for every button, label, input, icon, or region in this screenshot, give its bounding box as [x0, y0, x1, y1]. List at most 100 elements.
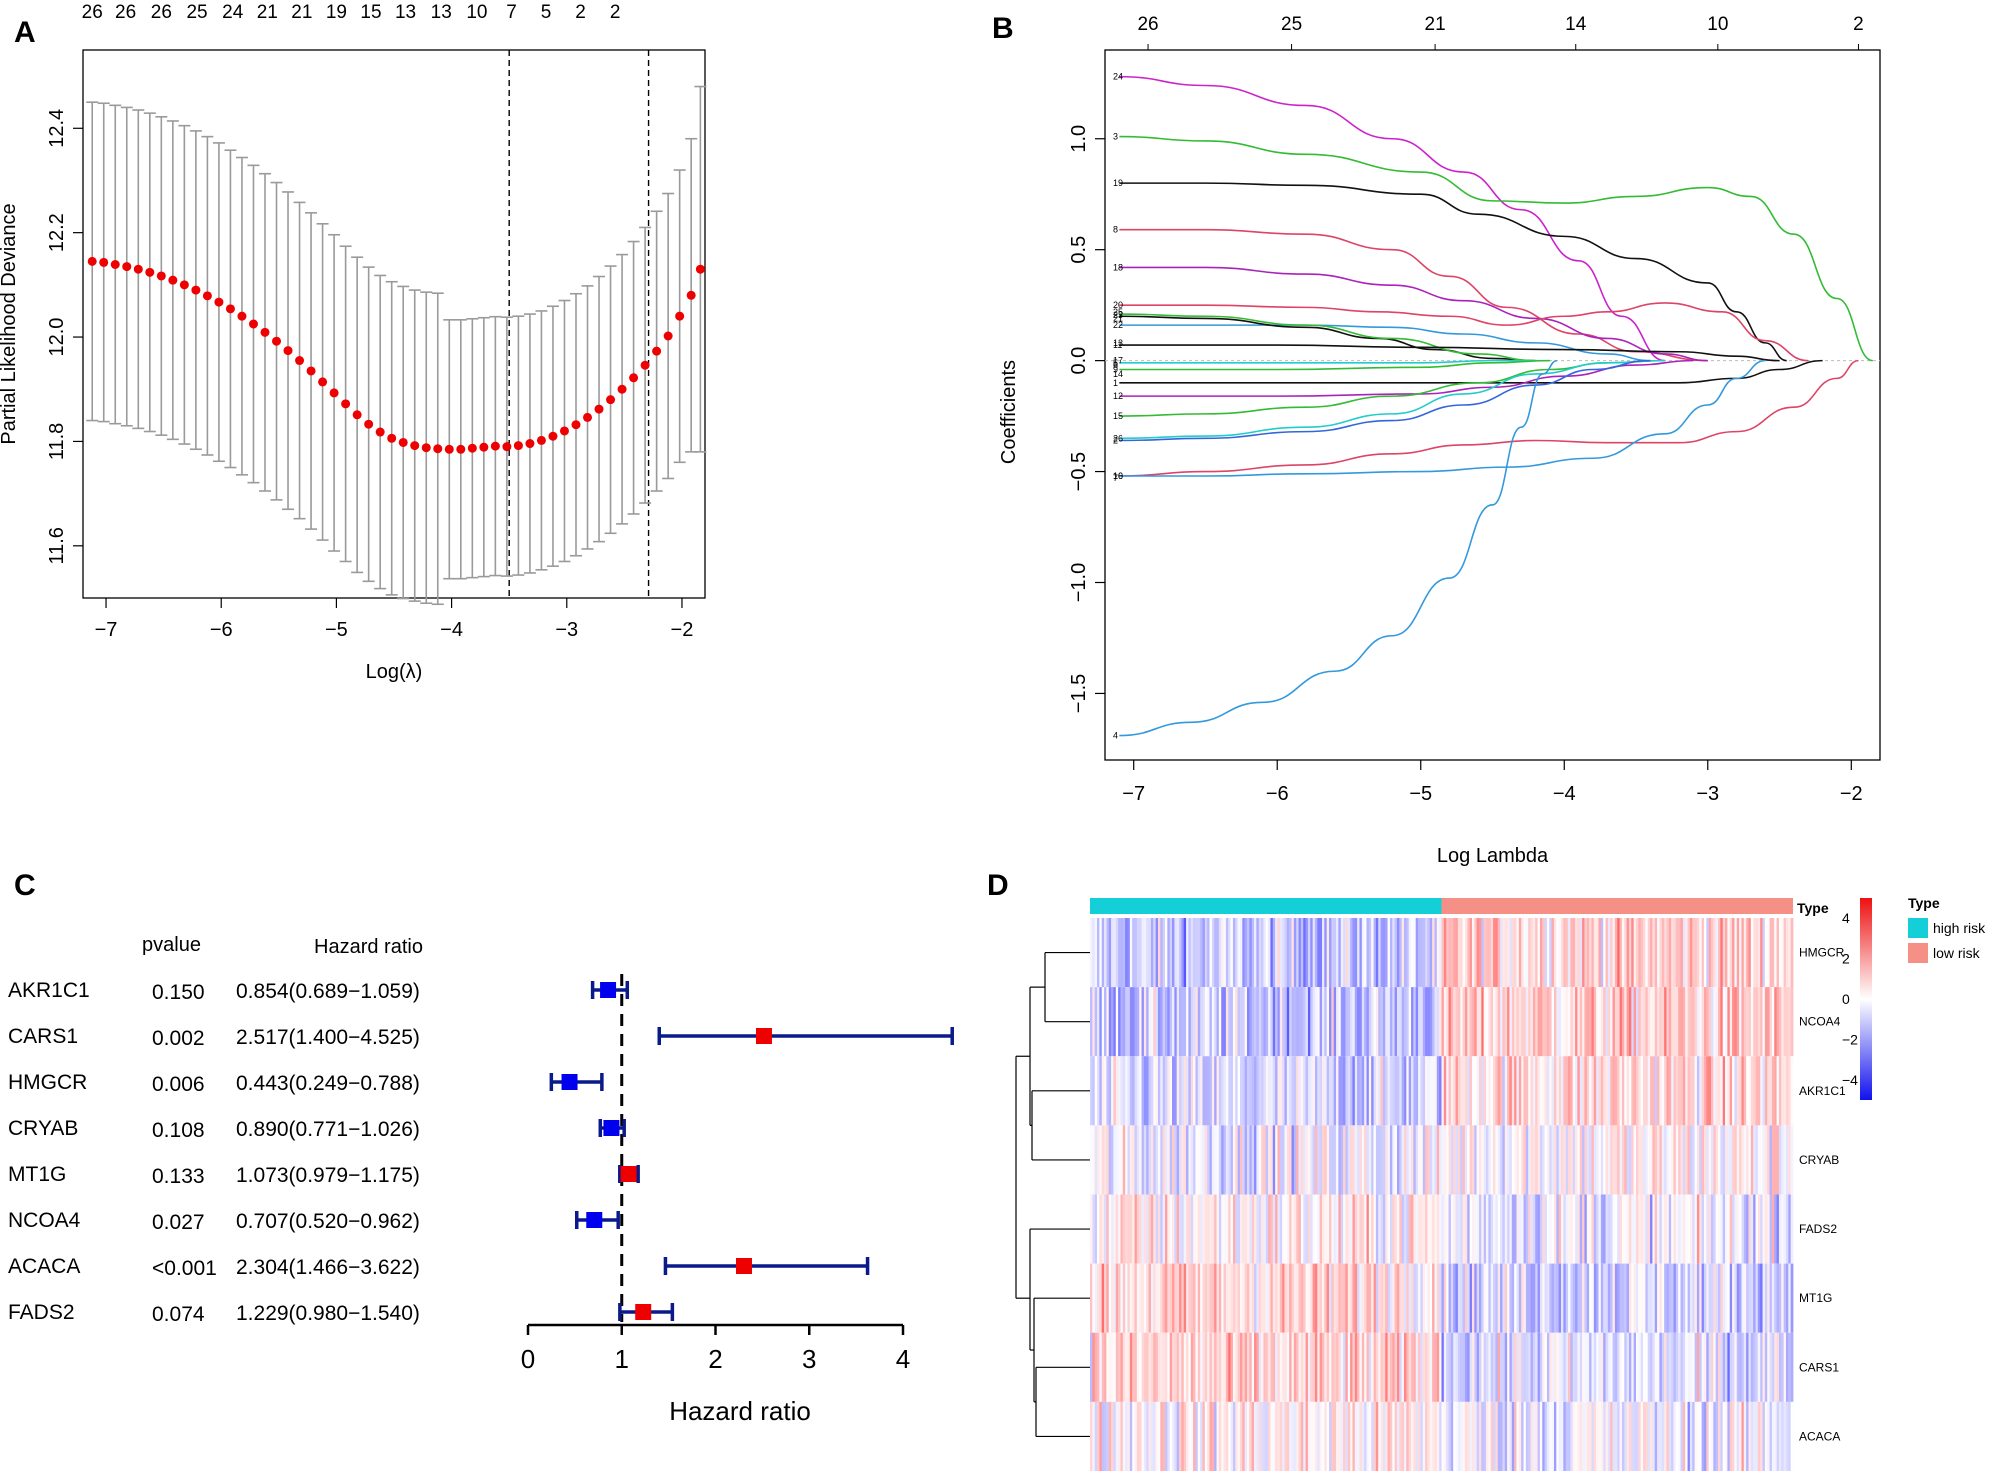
heatmap-cell	[1729, 1056, 1733, 1126]
heatmap-cell	[1462, 987, 1466, 1057]
heatmap-cell	[1432, 1056, 1435, 1126]
heatmap-cell	[1183, 1194, 1187, 1264]
heatmap-cell	[1368, 1332, 1372, 1402]
heatmap-cell	[1291, 1194, 1295, 1264]
heatmap-cell	[1375, 1125, 1379, 1195]
heatmap-cell	[1425, 1194, 1428, 1264]
heatmap-cell	[1739, 1056, 1742, 1126]
heatmap-cell	[1249, 1125, 1253, 1195]
heatmap-cell	[1539, 1263, 1543, 1333]
heatmap-cell	[1207, 1401, 1210, 1471]
heatmap-cell	[1443, 1263, 1447, 1333]
heatmap-cell	[1249, 1194, 1253, 1264]
heatmap-cell	[1399, 1401, 1403, 1471]
heatmap-cell	[1762, 1056, 1766, 1126]
deviance-point	[606, 395, 616, 405]
heatmap-cell	[1293, 1194, 1297, 1264]
heatmap-cell	[1413, 1263, 1417, 1333]
heatmap-cell	[1394, 1194, 1398, 1264]
heatmap-cell	[1631, 1332, 1635, 1402]
heatmap-cell	[1261, 1263, 1264, 1333]
heatmap-cell	[1202, 987, 1206, 1057]
heatmap-cell	[1300, 1401, 1304, 1471]
heatmap-cell	[1542, 987, 1546, 1057]
heatmap-cell	[1446, 1332, 1449, 1402]
heatmap-cell	[1750, 1194, 1754, 1264]
heatmap-cell	[1565, 1263, 1569, 1333]
heatmap-cell	[1368, 987, 1372, 1057]
heatmap-cell	[1694, 1401, 1698, 1471]
heatmap-cell	[1389, 918, 1393, 988]
heatmap-cell	[1502, 1125, 1506, 1195]
hazard-ratio-value: 0.854(0.689−1.059)	[236, 980, 420, 1003]
heatmap-cell	[1162, 987, 1166, 1057]
heatmap-cell	[1389, 1125, 1393, 1195]
heatmap-cell	[1739, 1194, 1742, 1264]
heatmap-cell	[1551, 1401, 1555, 1471]
heatmap-cell	[1551, 1056, 1555, 1126]
heatmap-cell	[1303, 918, 1306, 988]
heatmap-cell	[1612, 1263, 1616, 1333]
heatmap-cell	[1511, 1056, 1515, 1126]
heatmap-cell	[1122, 1332, 1126, 1402]
heatmap-cell	[1321, 1056, 1325, 1126]
heatmap-cell	[1261, 918, 1264, 988]
heatmap-cell	[1464, 1263, 1468, 1333]
heatmap-cell	[1326, 987, 1330, 1057]
heatmap-cell	[1413, 1401, 1417, 1471]
path-index-label: 11	[1113, 340, 1122, 350]
heatmap-cell	[1736, 1401, 1740, 1471]
heatmap-cell	[1471, 1194, 1475, 1264]
heatmap-cell	[1418, 1263, 1421, 1333]
heatmap-cell	[1368, 1056, 1372, 1126]
heatmap-cell	[1298, 1263, 1302, 1333]
heatmap-cell	[1762, 1401, 1766, 1471]
heatmap-cell	[1218, 1332, 1222, 1402]
heatmap-cell	[1495, 1401, 1499, 1471]
heatmap-cell	[1136, 1194, 1140, 1264]
heatmap-cell	[1186, 987, 1189, 1057]
heatmap-cell	[1427, 1194, 1431, 1264]
heatmap-cell	[1474, 1401, 1478, 1471]
coef-path-13	[1119, 313, 1536, 362]
heatmap-cell	[1392, 1401, 1396, 1471]
hr-marker	[561, 1074, 578, 1090]
heatmap-cell	[1408, 1401, 1412, 1471]
heatmap-cell	[1493, 1056, 1496, 1126]
heatmap-cell	[1591, 987, 1595, 1057]
heatmap-cell	[1502, 1056, 1506, 1126]
heatmap-cell	[1718, 1332, 1721, 1402]
heatmap-cell	[1207, 1263, 1210, 1333]
heatmap-cell	[1120, 1056, 1124, 1126]
heatmap-cell	[1122, 918, 1126, 988]
heatmap-cell	[1296, 1056, 1299, 1126]
heatmap-cell	[1293, 1263, 1297, 1333]
heatmap-cell	[1696, 987, 1700, 1057]
heatmap-cell	[1115, 1056, 1119, 1126]
heatmap-cell	[1366, 1056, 1370, 1126]
heatmap-cell	[1753, 1263, 1756, 1333]
heatmap-cell	[1743, 918, 1747, 988]
heatmap-cell	[1598, 987, 1602, 1057]
heatmap-row-label: HMGCR	[1799, 946, 1845, 960]
heatmap-cell	[1115, 1194, 1119, 1264]
heatmap-cell	[1668, 987, 1672, 1057]
top-axis-label: 14	[1565, 14, 1587, 35]
heatmap-cell	[1760, 1056, 1763, 1126]
y-tick-label: 12.0	[46, 318, 68, 357]
heatmap-cell	[1375, 918, 1379, 988]
heatmap-cell	[1565, 1194, 1569, 1264]
heatmap-cell	[1516, 1125, 1520, 1195]
heatmap-cell	[1635, 1125, 1639, 1195]
heatmap-cell	[1661, 987, 1665, 1057]
deviance-point	[513, 441, 523, 451]
heatmap-cell	[1439, 1401, 1442, 1471]
heatmap-cell	[1678, 1401, 1681, 1471]
heatmap-cell	[1113, 987, 1117, 1057]
heatmap-cell	[1101, 987, 1105, 1057]
heatmap-cell	[1546, 987, 1550, 1057]
heatmap-cell	[1242, 987, 1246, 1057]
heatmap-cell	[1652, 987, 1656, 1057]
heatmap-cell	[1715, 1125, 1719, 1195]
heatmap-cell	[1099, 1194, 1103, 1264]
